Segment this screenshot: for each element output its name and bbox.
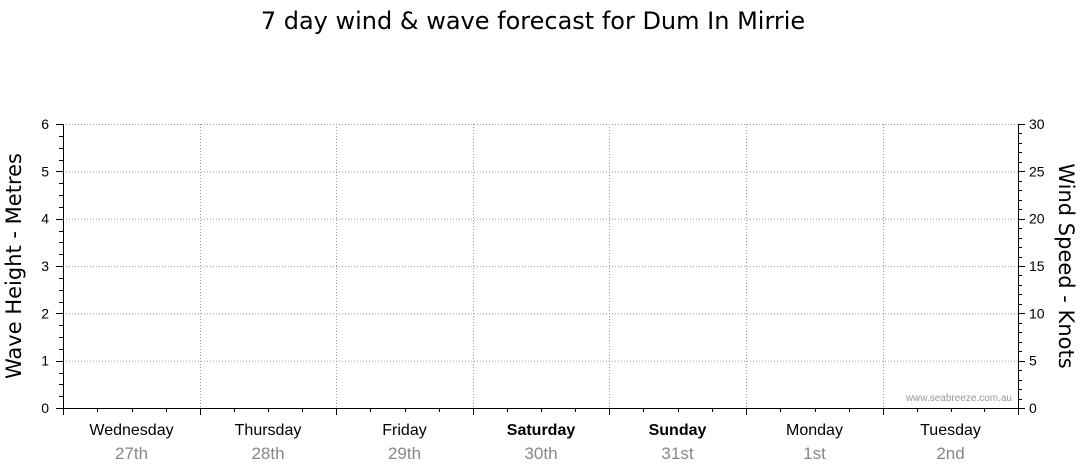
day-date-label: 2nd bbox=[936, 444, 964, 463]
left-tick-label: 0 bbox=[41, 400, 49, 416]
day-date-label: 31st bbox=[661, 444, 693, 463]
right-axis-title: Wind Speed - Knots bbox=[1054, 163, 1078, 368]
left-tick-label: 5 bbox=[41, 163, 49, 179]
watermark: www.seabreeze.com.au bbox=[905, 393, 1012, 404]
chart-title: 7 day wind & wave forecast for Dum In Mi… bbox=[261, 7, 805, 35]
day-name-label: Friday bbox=[382, 422, 426, 439]
day-date-label: 27th bbox=[115, 444, 148, 463]
left-tick-label: 3 bbox=[41, 258, 49, 274]
right-tick-label: 15 bbox=[1029, 258, 1045, 274]
right-tick-label: 0 bbox=[1029, 400, 1037, 416]
right-tick-label: 10 bbox=[1029, 305, 1045, 321]
axes bbox=[63, 124, 1019, 415]
left-tick-label: 1 bbox=[41, 353, 49, 369]
day-name-label: Saturday bbox=[507, 422, 576, 439]
day-date-label: 30th bbox=[524, 444, 557, 463]
right-tick-label: 25 bbox=[1029, 163, 1045, 179]
left-y-axis: 0 1 2 3 4 5 6 bbox=[41, 116, 63, 416]
left-tick-label: 4 bbox=[41, 211, 49, 227]
day-name-label: Monday bbox=[786, 422, 843, 439]
grid bbox=[63, 124, 1018, 408]
day-name-label: Tuesday bbox=[920, 422, 981, 439]
day-date-label: 1st bbox=[803, 444, 826, 463]
day-name-label: Sunday bbox=[649, 422, 707, 439]
right-tick-label: 20 bbox=[1029, 211, 1045, 227]
left-axis-title: Wave Height - Metres bbox=[2, 153, 26, 379]
day-name-label: Wednesday bbox=[89, 422, 173, 439]
day-date-label: 28th bbox=[251, 444, 284, 463]
day-name-label: Thursday bbox=[235, 422, 302, 439]
left-tick-label: 2 bbox=[41, 305, 49, 321]
right-tick-label: 30 bbox=[1029, 116, 1045, 132]
x-axis-days: Wednesday 27th Thursday 28th Friday 29th Satur… bbox=[89, 422, 980, 463]
right-tick-label: 5 bbox=[1029, 353, 1037, 369]
left-tick-label: 6 bbox=[41, 116, 49, 132]
right-y-axis: 0 5 10 15 20 25 30 bbox=[1018, 116, 1045, 416]
day-date-label: 29th bbox=[388, 444, 421, 463]
